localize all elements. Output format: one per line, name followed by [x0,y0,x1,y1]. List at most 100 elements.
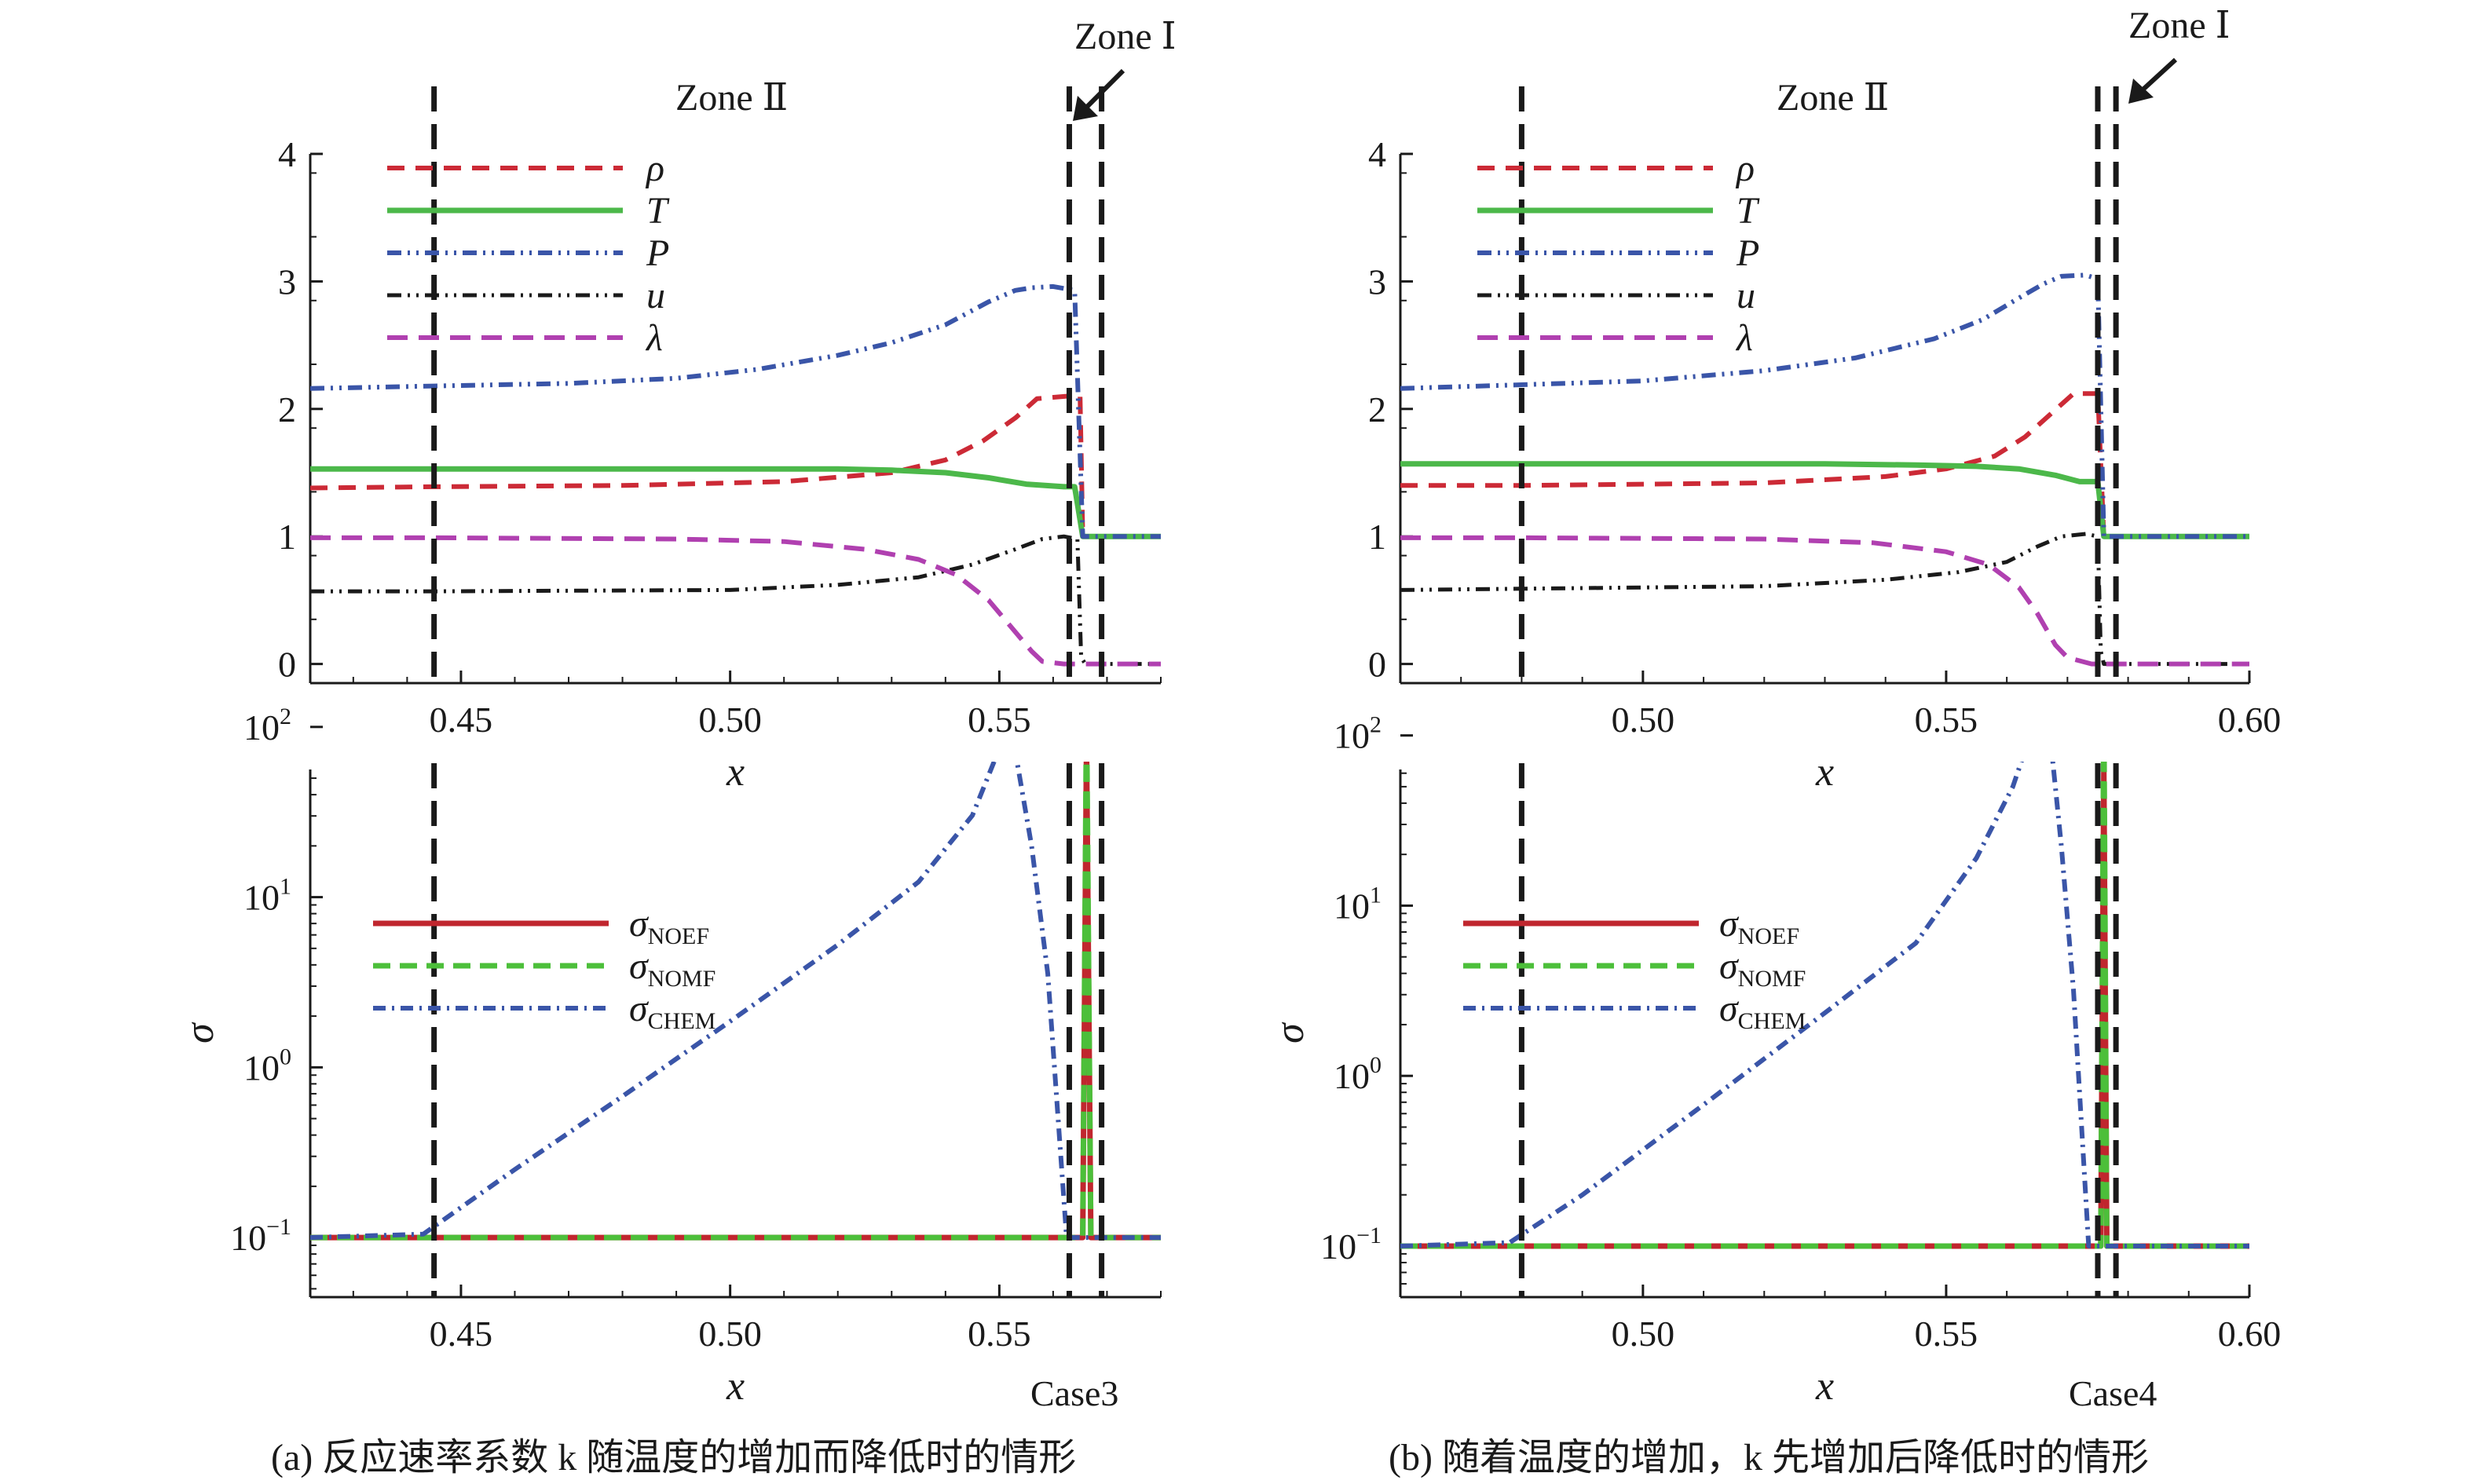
series-line-noef [310,762,1161,1241]
y-tick-label: 100 [1334,1052,1382,1096]
x-axis-label: x [1815,1364,1834,1409]
case-label-b: Case4 [2069,1373,2157,1413]
series-line-chem [310,762,1161,1241]
legend-label-lambda: λ [645,317,663,359]
y-tick-label: 1 [278,517,296,557]
zone-ii-label-a: Zone Ⅱ [675,77,788,119]
x-tick-label: 0.50 [1612,1314,1675,1354]
y-tick-label: 100 [243,1044,291,1087]
y-tick-exponent: 0 [280,1044,291,1069]
y-tick-base: 10 [1334,1056,1370,1096]
y-axis-label: σ [1268,1022,1312,1044]
legend-label-t: T [646,190,670,232]
plot-area [310,762,1161,1241]
y-tick-label: 0 [278,645,296,685]
legend-subscript: CHEM [1738,1008,1806,1034]
x-tick-label: 0.50 [698,700,762,740]
x-tick-label: 0.60 [2218,700,2282,740]
y-tick-label: 4 [278,134,296,174]
plot-area [310,283,1161,667]
series-line-chem [1400,762,2249,1248]
x-tick-label: 0.50 [698,1314,762,1354]
x-axis-label: x [1815,750,1834,795]
case-label-a: Case3 [1030,1373,1118,1413]
y-tick-base: 10 [1334,716,1370,756]
y-tick-label: 2 [278,389,296,429]
y-tick-label: 101 [243,874,291,918]
y-tick-exponent: 1 [1370,882,1382,908]
y-tick-exponent: −1 [1356,1223,1382,1248]
panel-b-bottom: 0.50 0.55 0.60x10−1100101102σσNOEFσNOMFσCH… [1268,712,2282,1409]
y-tick-base: 10 [1320,1226,1356,1267]
series-line-rho [310,393,1161,539]
y-tick-label: 3 [278,261,296,302]
x-tick-label: 0.55 [1915,700,1978,740]
series-line-lambda [310,535,1161,667]
series-line-p [1400,272,2249,539]
legend-subscript: NOEF [1738,923,1799,949]
legend-symbol: σ [629,945,650,987]
legend-subscript: NOMF [648,966,716,992]
series-line-p [310,283,1161,539]
legend-label-nomf: σNOMF [1719,945,1806,992]
legend-label-nomf: σNOMF [629,945,715,992]
legend-symbol: σ [1719,945,1740,987]
legend-label-noef: σNOEF [1719,903,1799,949]
legend-label-p: P [646,232,669,274]
series-line-u [310,534,1161,667]
x-axis-label: x [726,1364,745,1409]
legend-label-lambda: λ [1735,317,1753,359]
series-line-rho [1400,391,2249,539]
legend-symbol: σ [1719,903,1740,945]
y-tick-label: 1 [1368,517,1386,557]
series-line-u [1400,532,2249,667]
zone-i-label-b: Zone Ⅰ [2128,5,2231,46]
series-line-lambda [1400,535,2249,667]
plot-area [1400,762,2249,1249]
zone-ii-label-b: Zone Ⅱ [1777,77,1889,119]
y-tick-label: 3 [1368,261,1386,302]
y-tick-label: 102 [1334,712,1382,756]
y-tick-label: 0 [1368,645,1386,685]
y-tick-exponent: 0 [1370,1052,1382,1078]
x-tick-label: 0.55 [1915,1314,1978,1354]
legend-label-rho: ρ [645,148,664,189]
legend-symbol: σ [629,903,650,945]
x-tick-label: 0.60 [2218,1314,2282,1354]
legend-label-p: P [1736,232,1759,274]
x-tick-label: 0.45 [430,1314,493,1354]
y-tick-base: 10 [243,878,280,918]
legend-label-u: u [1737,275,1755,316]
y-tick-label: 10−1 [1320,1223,1382,1267]
caption-b: (b) 随着温度的增加，k 先增加后降低时的情形 [1389,1437,2149,1479]
y-tick-base: 10 [243,1047,280,1087]
x-tick-label: 0.55 [968,700,1031,740]
y-tick-exponent: 2 [1370,712,1382,738]
zone-i-label-a: Zone Ⅰ [1074,16,1177,57]
legend-symbol: σ [1719,988,1740,1029]
y-tick-base: 10 [1334,886,1370,926]
y-tick-exponent: 2 [280,704,291,729]
legend-label-rho: ρ [1735,148,1755,189]
y-tick-label: 2 [1368,389,1386,429]
y-tick-exponent: −1 [266,1214,291,1240]
legend-label-t: T [1737,190,1760,232]
legend-symbol: σ [629,988,650,1029]
y-axis-label: σ [177,1022,222,1044]
legend-subscript: NOMF [1738,966,1806,992]
legend-label-chem: σCHEM [1719,988,1806,1034]
x-tick-label: 0.45 [430,700,493,740]
legend-subscript: CHEM [648,1008,716,1034]
y-tick-exponent: 1 [280,874,291,900]
zone-i-arrow-a [1073,68,1125,121]
x-tick-label: 0.50 [1612,700,1675,740]
y-tick-label: 101 [1334,882,1382,926]
panel-a-bottom: 0.45 0.50 0.55x10−1100101102σσNOEFσNOMFσCH… [177,704,1162,1409]
caption-a: (a) 反应速率系数 k 随温度的增加而降低时的情形 [271,1437,1076,1479]
legend-subscript: NOEF [648,923,709,949]
x-tick-label: 0.55 [968,1314,1031,1354]
zone-i-arrow-b [2128,57,2178,104]
y-tick-base: 10 [230,1218,266,1258]
